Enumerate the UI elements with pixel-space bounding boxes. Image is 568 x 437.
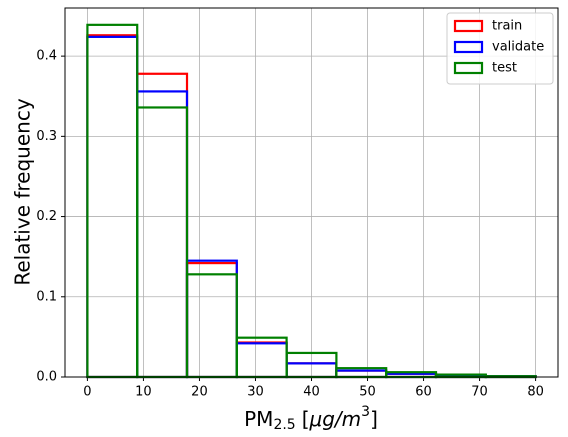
- x-label-unit: μg/m: [309, 407, 362, 431]
- histogram-bar: [185, 273, 238, 379]
- plot-frame: [64, 7, 559, 378]
- histogram-bar: [136, 106, 189, 379]
- histogram-bar: [86, 35, 139, 379]
- x-tick-label: 0: [83, 385, 91, 400]
- y-tick-label: 0.3: [36, 129, 57, 144]
- histogram-bar: [235, 341, 288, 379]
- histogram-bar: [235, 342, 288, 379]
- legend-label: train: [492, 19, 522, 34]
- y-tick-label: 0.4: [36, 49, 57, 64]
- x-label-sub: 2.5: [273, 417, 295, 433]
- y-tick-label: 0.1: [36, 289, 57, 304]
- x-tick-label: 50: [359, 385, 376, 400]
- histogram-bar: [86, 23, 139, 379]
- legend-swatch: [453, 61, 484, 75]
- x-tick-label: 70: [471, 385, 488, 400]
- histogram-bar: [136, 90, 189, 379]
- x-tick-label: 60: [415, 385, 432, 400]
- histogram-bar: [86, 34, 139, 379]
- legend-label: validate: [492, 40, 544, 55]
- x-label-base: PM: [244, 407, 273, 431]
- histogram-bar: [136, 72, 189, 379]
- histogram-bar: [185, 259, 238, 379]
- x-tick-label: 40: [303, 385, 320, 400]
- histogram-bar: [185, 261, 238, 379]
- x-label-close: ]: [370, 407, 378, 431]
- x-tick-label: 10: [135, 385, 152, 400]
- x-tick-label: 20: [191, 385, 208, 400]
- y-axis-label: Relative frequency: [11, 98, 35, 285]
- legend-label: test: [492, 61, 517, 76]
- y-tick-label: 0.0: [36, 370, 57, 385]
- legend-swatch: [453, 19, 484, 33]
- x-label-open: [: [302, 407, 310, 431]
- y-tick-label: 0.2: [36, 209, 57, 224]
- x-axis-label: PM2.5 [μg/m3]: [244, 404, 378, 433]
- legend-swatch: [453, 40, 484, 54]
- x-tick-label: 30: [247, 385, 264, 400]
- x-tick-label: 80: [527, 385, 544, 400]
- x-label-sup: 3: [361, 404, 370, 420]
